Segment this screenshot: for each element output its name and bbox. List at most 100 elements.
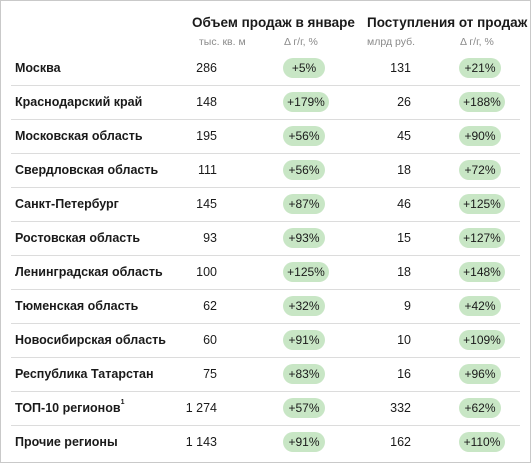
region-name-text: Краснодарский край [15, 95, 143, 109]
revenue-change-badge: +127% [459, 228, 505, 248]
revenue-change-badge: +110% [459, 432, 505, 452]
table-row: Московская область 195 +56% 45 +90% [1, 120, 530, 154]
footnote-marker: 1 [120, 399, 125, 406]
table-row: Новосибирская область 60 +91% 10 +109% [1, 324, 530, 358]
revenue-value: 332 [390, 401, 411, 415]
volume-change-label: Δ г/г, % [284, 36, 318, 48]
sales-volume-value: 60 [203, 333, 217, 347]
sales-volume-change-badge: +179% [283, 92, 329, 112]
volume-unit-label: тыс. кв. м [199, 36, 246, 48]
table-row: Ростовская область 93 +93% 15 +127% [1, 222, 530, 256]
row-separator [11, 85, 520, 86]
table-row: Свердловская область 111 +56% 18 +72% [1, 154, 530, 188]
region-name: Ленинградская область [15, 265, 163, 279]
row-separator [11, 289, 520, 290]
table-row: Москва 286 +5% 131 +21% [1, 52, 530, 86]
table-row: Краснодарский край 148 +179% 26 +188% [1, 86, 530, 120]
sales-volume-value: 286 [196, 61, 217, 75]
region-name: Республика Татарстан [15, 367, 154, 381]
region-name-text: ТОП-10 регионов [15, 401, 121, 415]
row-separator [11, 187, 520, 188]
sales-volume-value: 145 [196, 197, 217, 211]
table-row: Ленинградская область 100 +125% 18 +148% [1, 256, 530, 290]
region-name: Краснодарский край [15, 95, 142, 109]
revenue-change-badge: +125% [459, 194, 505, 214]
table-row: Тюменская область 62 +32% 9 +42% [1, 290, 530, 324]
revenue-value: 16 [397, 367, 411, 381]
revenue-value: 10 [397, 333, 411, 347]
sales-volume-value: 93 [203, 231, 217, 245]
sales-volume-value: 75 [203, 367, 217, 381]
table-row: Санкт-Петербург 145 +87% 46 +125% [1, 188, 530, 222]
revenue-change-badge: +21% [459, 58, 501, 78]
region-name-text: Санкт-Петербург [15, 197, 119, 211]
sales-volume-change-badge: +5% [283, 58, 325, 78]
row-separator [11, 425, 520, 426]
row-separator [11, 153, 520, 154]
sales-volume-value: 100 [196, 265, 217, 279]
sales-volume-value: 62 [203, 299, 217, 313]
revenue-value: 9 [404, 299, 411, 313]
revenue-change-badge: +109% [459, 330, 505, 350]
revenue-value: 15 [397, 231, 411, 245]
row-separator [11, 323, 520, 324]
sales-volume-value: 1 143 [185, 435, 217, 449]
region-name-text: Московская область [15, 129, 143, 143]
table-row: Прочие регионы 1 143 +91% 162 +110% [1, 426, 530, 460]
sales-volume-change-badge: +83% [283, 364, 325, 384]
sales-volume-change-badge: +56% [283, 126, 325, 146]
region-name: Ростовская область [15, 231, 140, 245]
sales-volume-change-badge: +125% [283, 262, 329, 282]
revenue-value: 26 [397, 95, 411, 109]
revenue-value: 162 [390, 435, 411, 449]
region-name-text: Ленинградская область [15, 265, 163, 279]
region-name-text: Прочие регионы [15, 435, 118, 449]
row-separator [11, 119, 520, 120]
row-separator [11, 255, 520, 256]
region-name-text: Новосибирская область [15, 333, 166, 347]
sales-volume-change-badge: +93% [283, 228, 325, 248]
region-name: Прочие регионы [15, 435, 118, 449]
region-name: Свердловская область [15, 163, 158, 177]
region-name-text: Москва [15, 61, 61, 75]
region-name-text: Республика Татарстан [15, 367, 154, 381]
row-separator [11, 391, 520, 392]
revenue-value: 45 [397, 129, 411, 143]
volume-group-title: Объем продаж в январе [192, 15, 355, 30]
table-row: Республика Татарстан 75 +83% 16 +96% [1, 358, 530, 392]
region-name-text: Свердловская область [15, 163, 159, 177]
revenue-group-title: Поступления от продаж [367, 15, 528, 30]
table-row: ТОП-10 регионов1 1 274 +57% 332 +62% [1, 392, 530, 426]
revenue-change-badge: +148% [459, 262, 505, 282]
sales-volume-change-badge: +57% [283, 398, 325, 418]
region-name: Тюменская область [15, 299, 138, 313]
sales-volume-value: 1 274 [185, 401, 217, 415]
sales-volume-change-badge: +91% [283, 432, 325, 452]
revenue-change-label: Δ г/г, % [460, 36, 494, 48]
revenue-unit-label: млрд руб. [367, 36, 416, 48]
region-name: Москва [15, 61, 61, 75]
revenue-value: 18 [397, 163, 411, 177]
row-separator [11, 357, 520, 358]
revenue-change-badge: +72% [459, 160, 501, 180]
revenue-change-badge: +62% [459, 398, 501, 418]
sales-volume-change-badge: +32% [283, 296, 325, 316]
revenue-value: 18 [397, 265, 411, 279]
revenue-change-badge: +42% [459, 296, 501, 316]
region-name: Новосибирская область [15, 333, 166, 347]
sales-volume-value: 195 [196, 129, 217, 143]
sales-volume-change-badge: +87% [283, 194, 325, 214]
revenue-value: 46 [397, 197, 411, 211]
revenue-change-badge: +90% [459, 126, 501, 146]
revenue-change-badge: +188% [459, 92, 505, 112]
sales-volume-value: 111 [197, 163, 217, 177]
region-name: Московская область [15, 129, 143, 143]
region-name-text: Ростовская область [15, 231, 141, 245]
sales-volume-value: 148 [196, 95, 217, 109]
region-name-text: Тюменская область [15, 299, 139, 313]
region-name: Санкт-Петербург [15, 197, 119, 211]
sales-volume-change-badge: +91% [283, 330, 325, 350]
region-name: ТОП-10 регионов1 [15, 399, 125, 415]
revenue-change-badge: +96% [459, 364, 501, 384]
revenue-value: 131 [390, 61, 411, 75]
